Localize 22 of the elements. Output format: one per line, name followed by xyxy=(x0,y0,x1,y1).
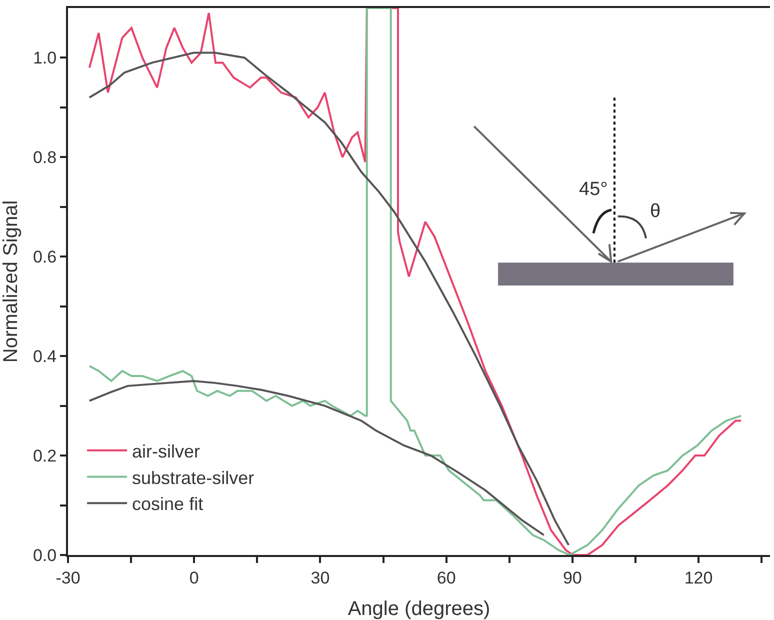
legend-label: substrate-silver xyxy=(132,468,254,488)
y-tick-label: 1.0 xyxy=(32,48,57,68)
x-tick-label: 60 xyxy=(436,568,456,588)
y-tick-label: 0.8 xyxy=(32,148,57,168)
line-series xyxy=(88,8,742,555)
line-series xyxy=(88,52,570,546)
y-tick-label: 0.6 xyxy=(32,248,57,267)
x-axis-title: Angle (degrees) xyxy=(348,598,490,620)
annotation: 45° xyxy=(579,179,608,200)
y-axis-title: Normalized Signal xyxy=(0,200,22,363)
x-tick-label: 120 xyxy=(684,568,713,588)
x-tick-label: 0 xyxy=(189,568,199,588)
x-tick-label: -30 xyxy=(56,568,80,588)
legend-label: cosine fit xyxy=(132,494,204,514)
annotation: θ xyxy=(650,201,661,222)
legend-label: air-silver xyxy=(132,441,200,462)
y-tick-label: 0.2 xyxy=(32,446,57,466)
y-tick-label: 0.4 xyxy=(32,347,57,366)
line-series xyxy=(88,380,545,536)
y-tick-label: 0.0 xyxy=(32,546,57,565)
x-tick-label: 90 xyxy=(562,568,582,588)
x-tick-label: 30 xyxy=(310,568,330,588)
